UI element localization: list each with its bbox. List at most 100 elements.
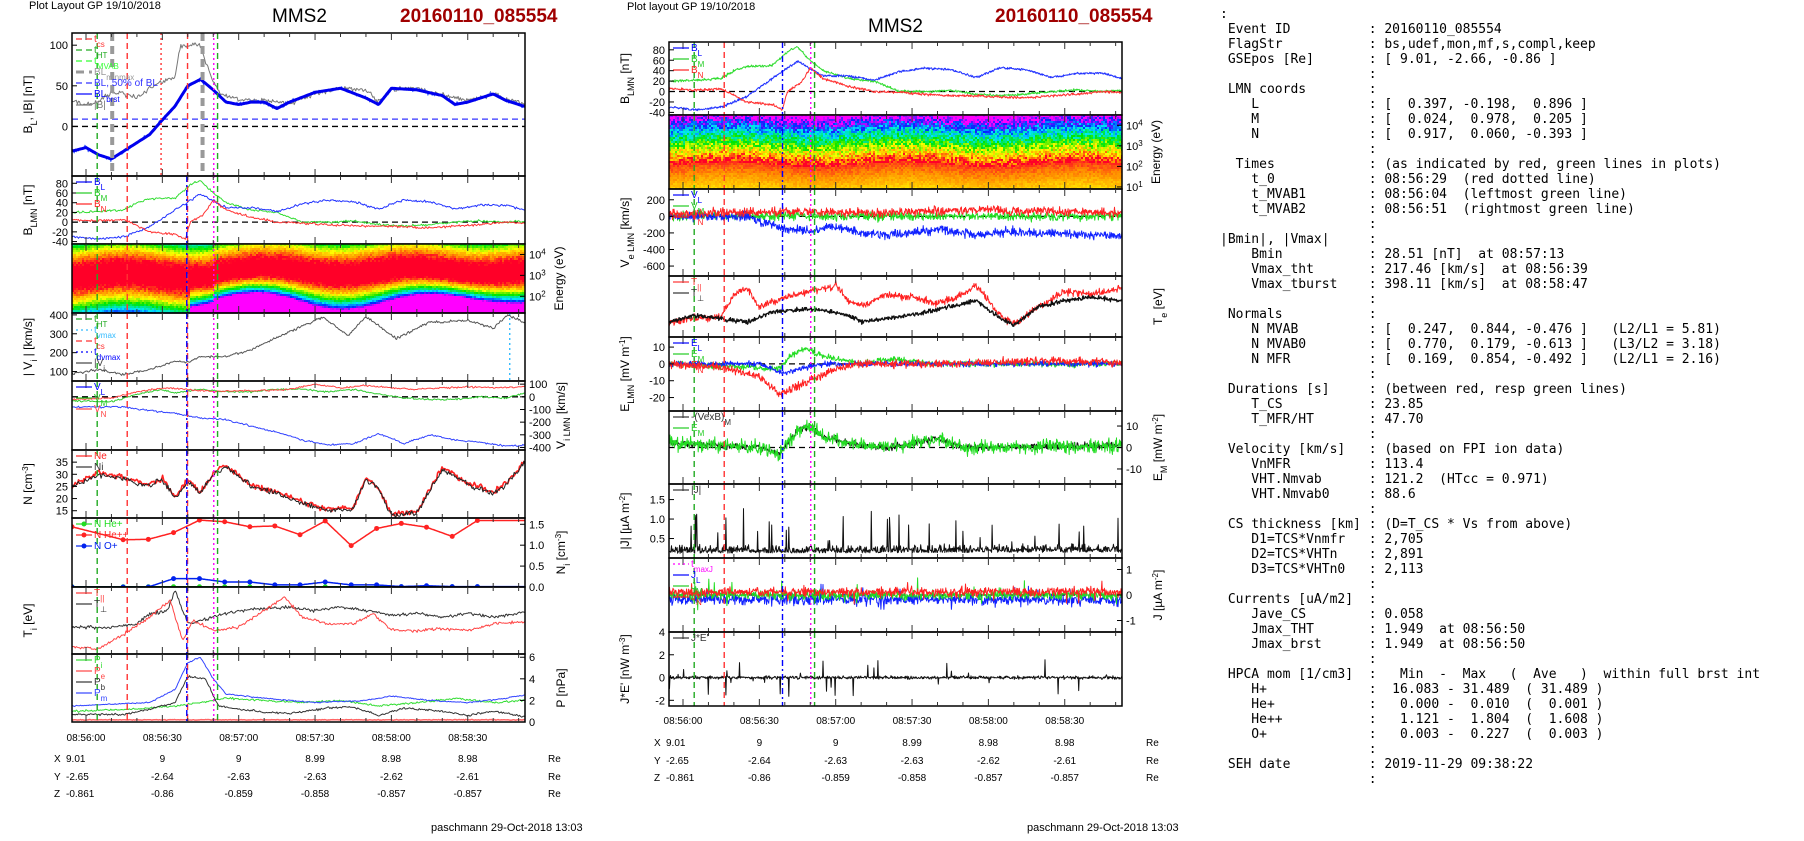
spectrogram-cell [104, 272, 107, 275]
spectrogram-cell [214, 286, 217, 289]
spacecraft-title-middle: MMS2 [868, 16, 923, 37]
spectrogram-cell [76, 266, 79, 269]
spectrogram-cell [84, 288, 87, 291]
spectrogram-cell [178, 284, 181, 287]
spectrogram-cell [148, 274, 151, 277]
spectrogram-cell [246, 298, 249, 301]
spectrogram-cell [264, 310, 267, 313]
spectrogram-cell [88, 300, 91, 303]
spectrogram-cell [166, 256, 169, 259]
spectrogram-cell [202, 262, 205, 265]
spectrogram-cell [270, 256, 273, 259]
spectrogram-column [106, 244, 109, 313]
spectrogram-cell [242, 286, 245, 289]
spectrogram-cell [324, 248, 327, 251]
spectrogram-cell [282, 244, 285, 247]
spectrogram-cell [82, 310, 85, 313]
spectrogram-cell [296, 262, 299, 265]
spectrogram-cell [148, 244, 151, 247]
spectrogram-cell [236, 254, 239, 257]
spectrogram-cell [264, 272, 267, 275]
spectrogram-column [224, 244, 227, 313]
spectrogram-cell [334, 272, 337, 275]
spectrogram-cell [300, 306, 303, 309]
spectrogram-cell [114, 306, 117, 309]
spectrogram-cell [306, 278, 309, 281]
spectrogram-cell [130, 288, 133, 291]
spectrogram-cell [334, 296, 337, 299]
spectrogram-cell [134, 266, 137, 269]
spectrogram-cell [128, 278, 131, 281]
spectrogram-cell [200, 302, 203, 305]
spectrogram-cell [128, 306, 131, 309]
spectrogram-cell [296, 290, 299, 293]
spectrogram-cell [274, 276, 277, 279]
spectrogram-column [132, 244, 135, 313]
spectrogram-cell [222, 268, 225, 271]
spectrogram-cell [202, 276, 205, 279]
spectrogram-cell [294, 300, 297, 303]
spectrogram-cell [236, 272, 239, 275]
spectrogram-cell [246, 290, 249, 293]
spectrogram-cell [240, 246, 243, 249]
spectrogram-cell [224, 274, 227, 277]
spectrogram-cell [134, 294, 137, 297]
spectrogram-cell [304, 262, 307, 265]
spectrogram-cell [108, 308, 111, 311]
spectrogram-cell [194, 302, 197, 305]
spectrogram-cell [284, 292, 287, 295]
spectrogram-cell [244, 290, 247, 293]
spectrogram-cell [138, 258, 141, 261]
spectrogram-cell [180, 308, 183, 311]
spectrogram-cell [318, 258, 321, 261]
spectrogram-cell [240, 252, 243, 255]
spectrogram-cell [282, 262, 285, 265]
spectrogram-cell [190, 274, 193, 277]
spectrogram-cell [282, 298, 285, 301]
spectrogram-cell [288, 294, 291, 297]
spectrogram-cell [300, 302, 303, 305]
spectrogram-cell [328, 278, 331, 281]
spectrogram-cell [166, 266, 169, 269]
spectrogram-cell [92, 304, 95, 307]
spectrogram-cell [264, 278, 267, 281]
spectrogram-cell [306, 308, 309, 311]
spectrogram-cell [146, 286, 149, 289]
spectrogram-cell [136, 280, 139, 283]
spectrogram-cell [336, 278, 339, 281]
spectrogram-cell [338, 302, 341, 305]
spectrogram-cell [302, 272, 305, 275]
spectrogram-cell [328, 308, 331, 311]
spectrogram-cell [130, 266, 133, 269]
spectrogram-cell [324, 252, 327, 255]
spectrogram-cell [230, 294, 233, 297]
spectrogram-cell [86, 306, 89, 309]
spectrogram-cell [286, 260, 289, 263]
spectrogram-cell [302, 246, 305, 249]
spectrogram-cell [272, 278, 275, 281]
spectrogram-cell [88, 244, 91, 247]
spectrogram-cell [194, 294, 197, 297]
spectrogram-cell [294, 308, 297, 311]
spectrogram-cell [176, 256, 179, 259]
spectrogram-cell [140, 258, 143, 261]
spectrogram-cell [264, 304, 267, 307]
spectrogram-cell [332, 256, 335, 259]
spectrogram-cell [316, 268, 319, 271]
spectrogram-cell [312, 246, 315, 249]
spectrogram-cell [250, 252, 253, 255]
spectrogram-cell [194, 290, 197, 293]
spectrogram-cell [134, 246, 137, 249]
spectrogram-cell [266, 306, 269, 309]
series-line-B_M [72, 180, 525, 228]
spectrogram-cell [170, 260, 173, 263]
spectrogram-cell [336, 272, 339, 275]
spectrogram-cell [324, 266, 327, 269]
spectrogram-cell [208, 246, 211, 249]
spectrogram-cell [192, 284, 195, 287]
spectrogram-cell [98, 250, 101, 253]
spectrogram-cell [336, 292, 339, 295]
spectrogram-cell [316, 300, 319, 303]
spectrogram-cell [200, 286, 203, 289]
spectrogram-cell [278, 304, 281, 307]
